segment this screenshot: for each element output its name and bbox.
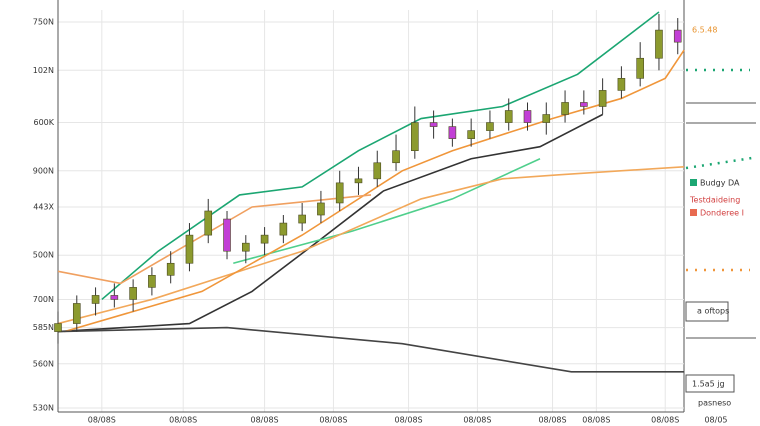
- candle-body: [673, 29, 682, 43]
- footer-text: pasneso: [698, 399, 731, 408]
- y-tick-label: 585N: [33, 323, 54, 332]
- candle-body: [617, 78, 626, 91]
- info-box: [685, 374, 735, 393]
- level-line: [685, 156, 753, 170]
- info-text: 1.5a5 jg: [692, 380, 725, 389]
- candle-body: [448, 126, 457, 139]
- x-tick-label: 08/08S: [582, 416, 610, 425]
- candle-body: [504, 110, 513, 123]
- y-tick-label: 530N: [33, 403, 54, 412]
- y-tick-label: 700N: [33, 295, 54, 304]
- candle-body: [166, 262, 175, 276]
- indicator-line: [233, 158, 541, 265]
- candle-body: [260, 234, 269, 244]
- candle-body: [542, 114, 551, 123]
- legend-label: Donderee I: [700, 209, 744, 218]
- candle-body: [54, 323, 62, 332]
- candle-body: [523, 110, 532, 123]
- x-tick-label: 08/08S: [88, 416, 116, 425]
- candle-body: [335, 182, 344, 204]
- candle-body: [148, 275, 156, 288]
- candle-body: [204, 210, 213, 236]
- date-label: 08/05: [704, 416, 727, 425]
- x-tick-label: 08/08S: [319, 416, 347, 425]
- right-panel: 6.5.48 Budgy DA Testdaideing Donderee I …: [683, 0, 756, 425]
- candle-body: [392, 150, 400, 164]
- x-tick-label: 08/08S: [169, 416, 197, 425]
- legend-swatch: [690, 209, 697, 216]
- price-label: 6.5.48: [692, 26, 717, 35]
- y-tick-label: 443X: [33, 202, 54, 211]
- candle-body: [91, 295, 100, 304]
- candle-body: [317, 202, 325, 216]
- candle-body: [354, 178, 363, 184]
- x-tick-label: 08/08S: [463, 416, 491, 425]
- legend-swatch: [690, 179, 697, 186]
- candle-body: [129, 287, 137, 300]
- candle-body: [411, 122, 419, 151]
- candle-body: [279, 222, 288, 236]
- legend-label: Budgy DA: [700, 179, 740, 188]
- y-tick-label: 750N: [33, 18, 54, 27]
- indicator-line: [57, 113, 603, 333]
- candle-body: [373, 162, 382, 180]
- indicator-line: [57, 165, 685, 325]
- x-tick-label: 08/08S: [251, 416, 279, 425]
- candle-body: [72, 303, 81, 324]
- y-tick-label: 500N: [33, 251, 54, 260]
- indicator-line: [57, 326, 684, 373]
- y-tick-label: 102N: [33, 66, 54, 75]
- candle-body: [561, 102, 569, 115]
- candle-body: [223, 218, 231, 252]
- info-text: a oftops: [697, 307, 729, 316]
- x-tick-label: 08/08S: [538, 416, 566, 425]
- candle-body: [298, 214, 306, 224]
- legend-label: Testdaideing: [689, 196, 740, 205]
- candle-body: [185, 234, 194, 264]
- candle-body: [486, 122, 494, 131]
- info-box: [685, 301, 729, 322]
- y-tick-label: 900N: [33, 166, 54, 175]
- candle-body: [636, 57, 644, 79]
- indicator-line: [64, 49, 685, 333]
- x-tick-label: 08/08S: [394, 416, 422, 425]
- y-tick-label: 600K: [33, 118, 54, 127]
- y-tick-label: 560N: [33, 359, 54, 368]
- candle-body: [598, 90, 607, 107]
- indicator-line: [101, 11, 660, 301]
- x-tick-label: 08/08S: [651, 416, 679, 425]
- candle-body: [655, 29, 663, 59]
- candle-body: [467, 130, 475, 139]
- candle-body: [110, 295, 119, 300]
- candle-body: [429, 122, 438, 127]
- candle-body: [242, 242, 250, 252]
- candle-body: [580, 102, 588, 107]
